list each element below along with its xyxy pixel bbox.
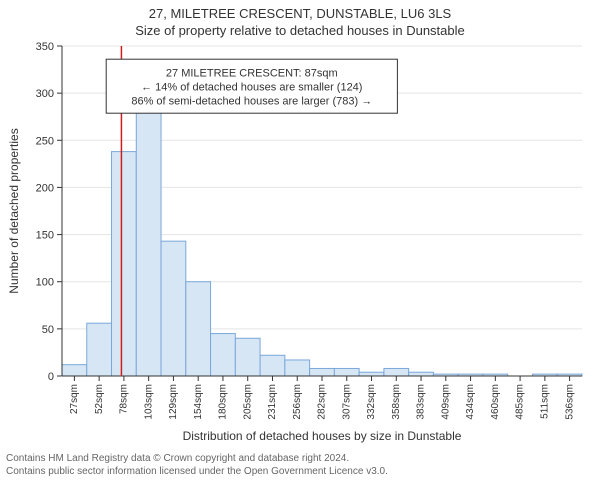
x-tick-label: 205sqm xyxy=(242,384,253,420)
x-tick-label: 485sqm xyxy=(515,384,526,420)
y-tick-label: 350 xyxy=(36,41,54,53)
annotation-line: 27 MILETREE CRESCENT: 87sqm xyxy=(166,67,338,79)
bar xyxy=(310,368,335,376)
annotation-line: 86% of semi-detached houses are larger (… xyxy=(131,95,372,107)
x-tick-label: 434sqm xyxy=(465,384,476,420)
x-tick-label: 78sqm xyxy=(119,384,130,414)
y-tick-label: 150 xyxy=(36,230,54,242)
bar xyxy=(260,355,285,376)
x-tick-label: 27sqm xyxy=(69,384,80,414)
footer-line-1: Contains HM Land Registry data © Crown c… xyxy=(6,452,594,465)
x-tick-label: 409sqm xyxy=(440,384,451,420)
x-tick-label: 52sqm xyxy=(94,384,105,414)
x-tick-label: 307sqm xyxy=(341,384,352,420)
x-tick-label: 231sqm xyxy=(267,384,278,420)
bar xyxy=(112,152,137,376)
x-tick-label: 256sqm xyxy=(292,384,303,420)
y-axis-label: Number of detached properties xyxy=(7,128,21,293)
x-axis-label: Distribution of detached houses by size … xyxy=(183,429,462,443)
x-tick-label: 282sqm xyxy=(317,384,328,420)
title-line-1: 27, MILETREE CRESCENT, DUNSTABLE, LU6 3L… xyxy=(0,0,600,21)
x-tick-label: 460sqm xyxy=(490,384,501,420)
y-tick-label: 50 xyxy=(42,324,54,336)
x-tick-label: 536sqm xyxy=(564,384,575,420)
chart-titles: 27, MILETREE CRESCENT, DUNSTABLE, LU6 3L… xyxy=(0,0,600,38)
x-tick-label: 358sqm xyxy=(391,384,402,420)
footer-line-2: Contains public sector information licen… xyxy=(6,465,594,478)
chart-container: 0 50 100 150 200 250 300 350 27sqm 52sqm 78sqm 103s… xyxy=(0,38,600,448)
bar xyxy=(384,368,409,376)
bar xyxy=(161,241,186,376)
y-tick-label: 300 xyxy=(36,88,54,100)
title-line-2: Size of property relative to detached ho… xyxy=(0,21,600,38)
y-tick-label: 100 xyxy=(36,277,54,289)
x-tick-label: 383sqm xyxy=(416,384,427,420)
bar xyxy=(211,334,236,376)
annotation-line: ← 14% of detached houses are smaller (12… xyxy=(141,81,362,93)
histogram-chart: 0 50 100 150 200 250 300 350 27sqm 52sqm 78sqm 103s… xyxy=(0,38,600,448)
bar xyxy=(62,365,87,376)
x-tick-label: 332sqm xyxy=(366,384,377,420)
x-tick-label: 154sqm xyxy=(193,384,204,420)
x-tick-label: 103sqm xyxy=(143,384,154,420)
bar xyxy=(186,282,211,376)
y-tick-label: 0 xyxy=(48,371,54,383)
x-tick-label: 180sqm xyxy=(218,384,229,420)
bar xyxy=(235,338,260,376)
x-tick-label: 129sqm xyxy=(168,384,179,420)
bar xyxy=(409,372,434,376)
bar xyxy=(359,372,384,376)
bar xyxy=(87,323,112,376)
bar xyxy=(285,360,310,376)
footer: Contains HM Land Registry data © Crown c… xyxy=(0,448,600,478)
y-tick-label: 250 xyxy=(36,135,54,147)
y-tick-label: 200 xyxy=(36,182,54,194)
x-tick-label: 511sqm xyxy=(539,384,550,419)
bar xyxy=(334,368,359,376)
bar xyxy=(136,101,161,376)
